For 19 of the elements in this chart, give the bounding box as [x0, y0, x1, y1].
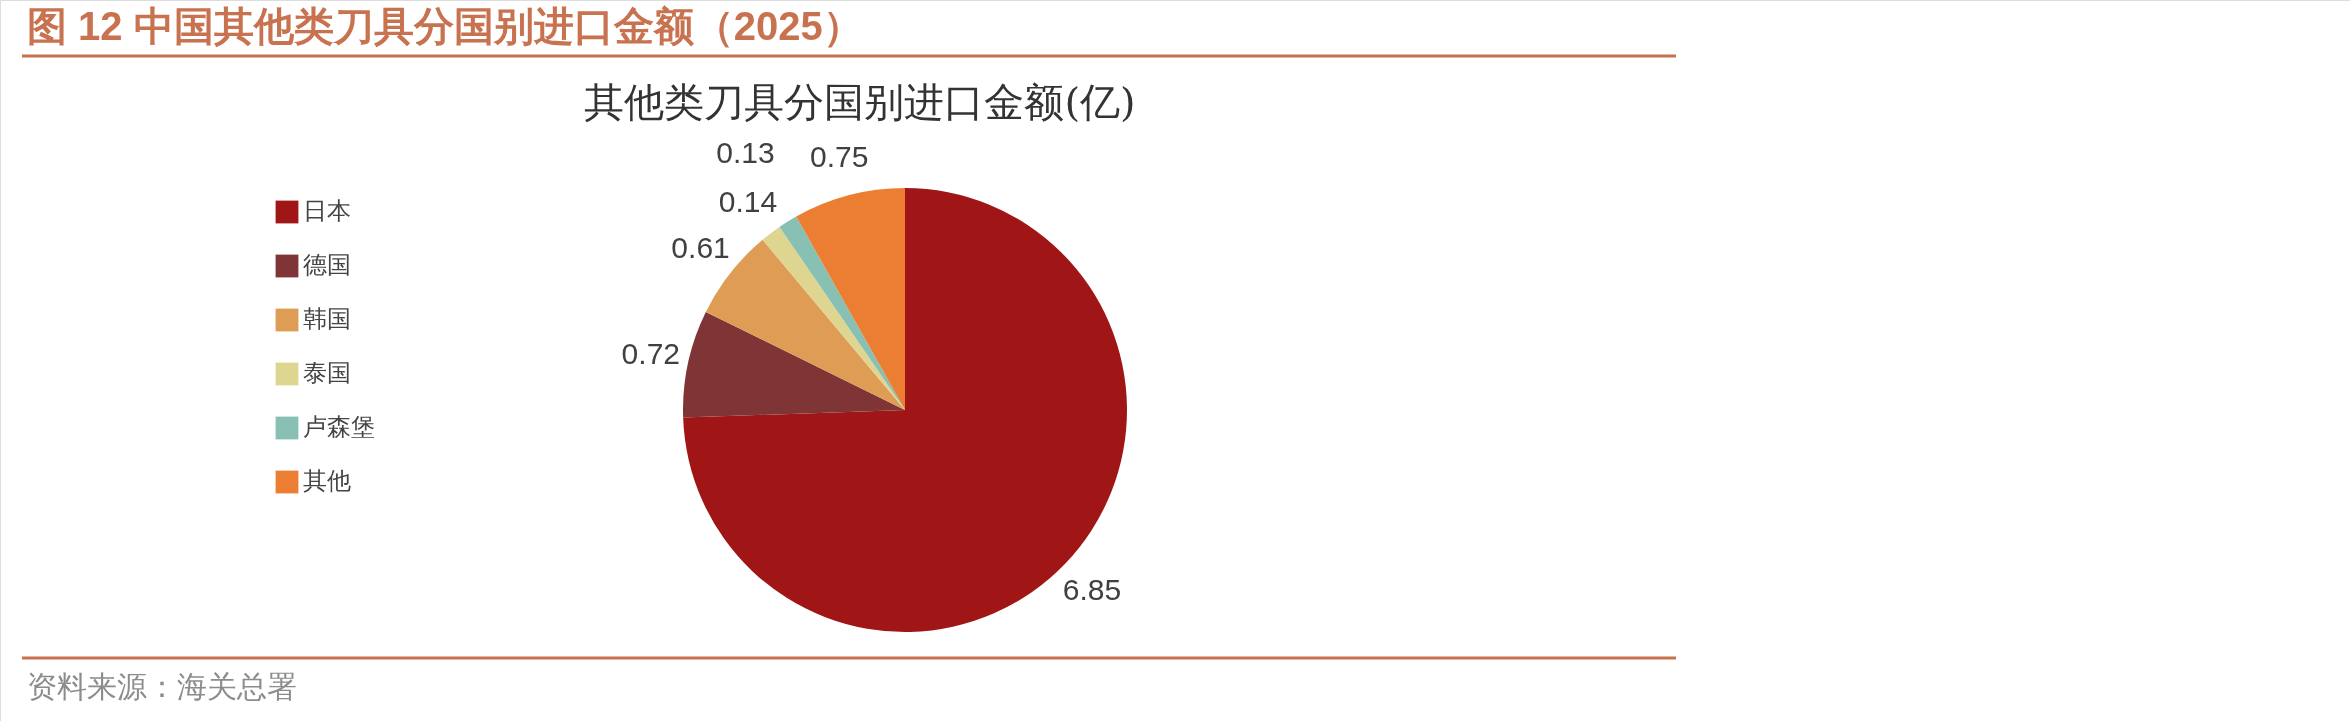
- legend-label: 韩国: [303, 305, 351, 333]
- pie-slice: [683, 311, 905, 418]
- data-label: 0.13: [716, 135, 775, 169]
- data-label: 6.85: [1062, 572, 1122, 606]
- text: 资料来源：海关总署: [27, 669, 297, 704]
- legend-label: 日本: [303, 197, 351, 225]
- legend-label: 德国: [303, 251, 351, 279]
- legend-label: 泰国: [303, 359, 351, 387]
- pie-slice: [762, 226, 905, 410]
- legend-label: 卢森堡: [303, 413, 375, 441]
- data-label: 0.14: [718, 184, 778, 218]
- chart-title: 图 12 中国其他类刀具分国别进口金额（2025）: [27, 4, 863, 48]
- data-label: 0.75: [809, 140, 869, 174]
- pie-slice: [796, 188, 905, 410]
- pie-slice: [779, 216, 905, 410]
- legend-label: 其他: [303, 467, 351, 495]
- data-label: 0.72: [621, 337, 680, 371]
- data-label: 0.61: [671, 231, 730, 265]
- chart-subtitle: 其他类刀具分国别进口金额(亿): [584, 79, 1136, 125]
